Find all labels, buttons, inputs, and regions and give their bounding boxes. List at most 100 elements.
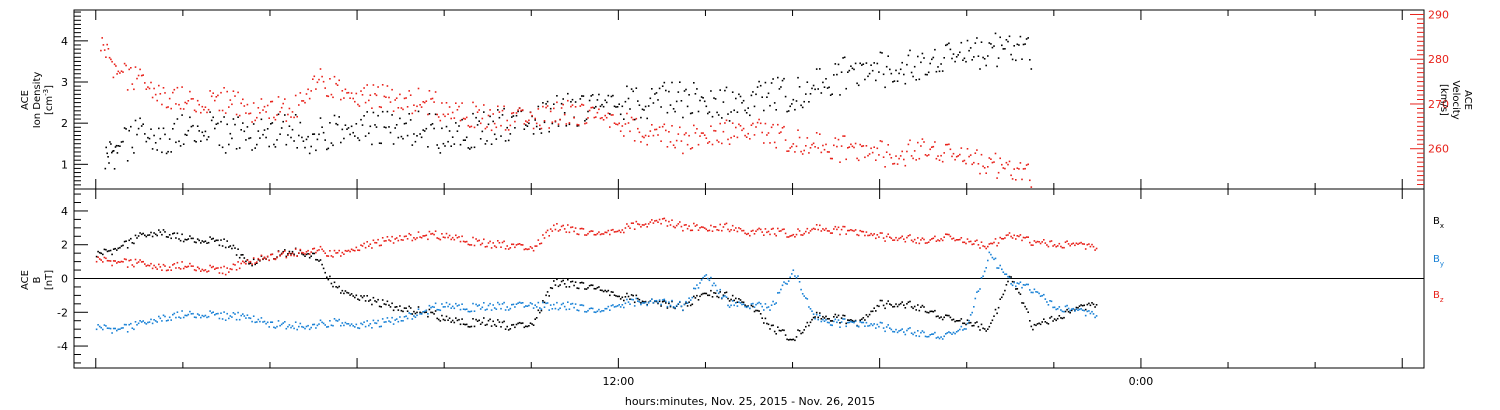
velocity-point (763, 142, 765, 144)
bz-point (896, 239, 899, 242)
bz-point (727, 228, 729, 231)
velocity-point (173, 88, 176, 91)
bz-point (949, 235, 952, 238)
bx-point (128, 239, 130, 242)
by-point (616, 305, 619, 307)
by-point (308, 328, 311, 331)
velocity-point (215, 96, 218, 98)
bz-point (971, 243, 973, 246)
by-point (770, 304, 773, 306)
bx-point (256, 262, 258, 264)
bz-point (419, 236, 421, 238)
bx-point (621, 296, 624, 299)
bx-point (167, 236, 169, 238)
bz-point (1001, 237, 1003, 240)
bx-point (753, 310, 756, 313)
by-point (568, 308, 571, 310)
bz-point (635, 220, 638, 223)
velocity-point (697, 143, 700, 146)
bz-point (116, 262, 118, 264)
ion-density-point (228, 143, 230, 146)
bx-point (926, 311, 928, 314)
by-point (389, 321, 392, 323)
bz-point (761, 231, 763, 233)
bz-point (955, 239, 958, 241)
bx-point (193, 241, 196, 243)
ion-density-point (777, 76, 779, 79)
bz-point (871, 234, 874, 237)
bx-point (383, 303, 386, 305)
ion-density-point (560, 102, 563, 105)
ion-density-point (649, 97, 652, 100)
bx-point (293, 253, 295, 256)
bz-point (389, 240, 392, 242)
ion-density-point (784, 95, 787, 98)
velocity-point (220, 91, 222, 94)
by-point (503, 301, 505, 304)
bx-point (560, 280, 563, 283)
ion-density-point (898, 72, 900, 75)
bx-point (713, 292, 715, 294)
bx-point (316, 259, 319, 261)
by-point (682, 309, 684, 311)
velocity-point (716, 139, 718, 142)
ion-density-point (862, 63, 865, 65)
ion-density-point (462, 139, 465, 141)
bx-point (212, 237, 214, 240)
bz-point (170, 269, 172, 271)
ion-density-point (178, 140, 180, 143)
bz-point (263, 256, 266, 259)
velocity-point (601, 117, 603, 119)
velocity-point (315, 88, 317, 90)
by-point (876, 323, 879, 326)
by-point (251, 320, 253, 323)
bz-point (878, 236, 880, 238)
velocity-point (1022, 168, 1025, 170)
velocity-point (721, 142, 723, 145)
by-point (643, 302, 645, 304)
by-point (131, 327, 134, 329)
bz-point (898, 237, 900, 240)
bz-point (980, 241, 983, 243)
by-point (478, 304, 480, 306)
bx-point (377, 298, 379, 301)
bz-point (763, 234, 765, 236)
ion-density-point (450, 145, 452, 147)
velocity-point (839, 161, 841, 163)
ion-density-point (843, 56, 846, 59)
bz-point (556, 223, 558, 225)
velocity-point (512, 112, 515, 114)
velocity-point (333, 75, 336, 78)
bx-point (657, 302, 659, 305)
b-axis-title: ACE (20, 270, 31, 290)
by-point (651, 298, 653, 300)
by-point (266, 321, 269, 324)
bz-point (721, 229, 723, 232)
bz-point (193, 269, 196, 271)
bx-point (515, 323, 518, 326)
bx-point (131, 242, 134, 244)
bz-point (405, 235, 407, 237)
bz-point (511, 243, 513, 246)
by-point (514, 306, 516, 308)
by-point (374, 322, 376, 324)
bz-point (682, 229, 684, 232)
bz-point (1089, 245, 1092, 248)
ion-density-point (904, 82, 907, 85)
bx-point (658, 300, 661, 303)
bx-point (803, 329, 805, 331)
ion-density-point (1004, 48, 1006, 50)
bx-point (763, 322, 765, 324)
bx-point (987, 328, 989, 330)
bz-point (282, 251, 284, 254)
bz-point (484, 246, 487, 248)
by-point (993, 258, 995, 261)
ion-density-point (991, 46, 994, 49)
by-point (629, 303, 631, 305)
ion-density-point (994, 32, 997, 35)
by-point (968, 319, 970, 322)
bx-point (249, 262, 252, 265)
ion-density-point (764, 81, 767, 84)
by-point (543, 306, 546, 308)
by-point (388, 320, 390, 322)
